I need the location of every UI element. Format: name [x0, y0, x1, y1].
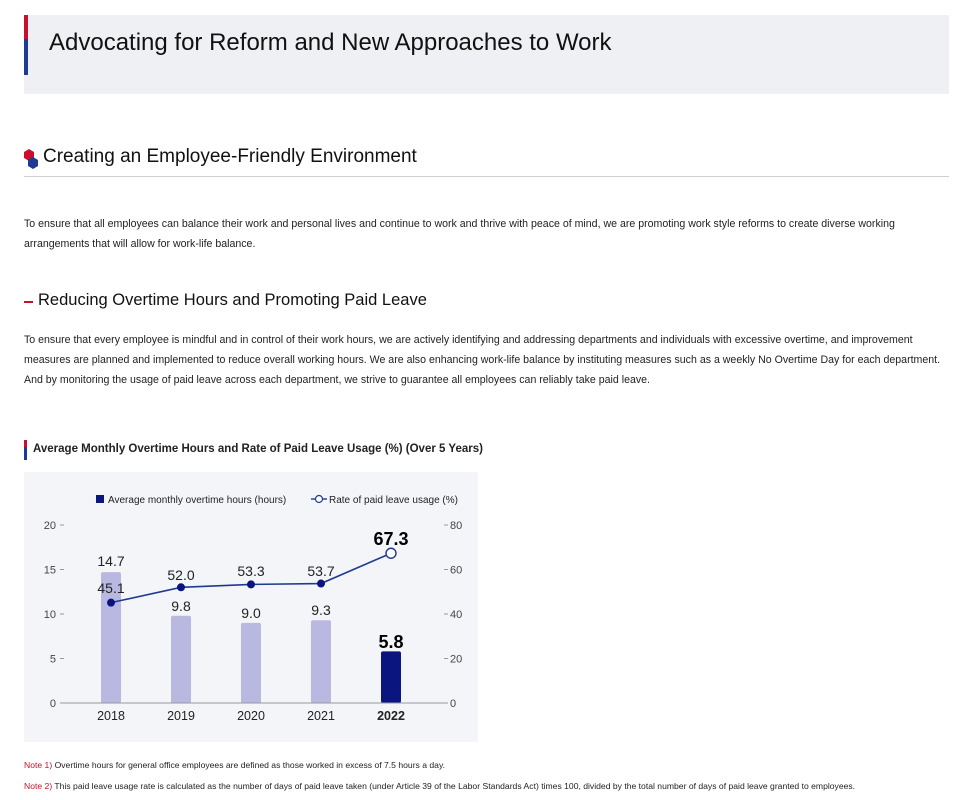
- chart-title: Average Monthly Overtime Hours and Rate …: [33, 443, 483, 455]
- bar-value-label: 9.3: [311, 602, 331, 618]
- page-title: Advocating for Reform and New Approaches…: [49, 29, 612, 56]
- legend-bar-label: Average monthly overtime hours (hours): [108, 495, 286, 506]
- section-title: Creating an Employee-Friendly Environmen…: [43, 146, 417, 167]
- bar: [101, 572, 121, 703]
- note-1-text: Overtime hours for general office employ…: [54, 760, 446, 770]
- combo-chart: Average monthly overtime hours (hours) R…: [44, 494, 462, 723]
- right-tick-label: 60: [450, 565, 462, 577]
- hexagon-icon: [24, 149, 38, 169]
- bar-value-label: 9.8: [171, 598, 191, 614]
- x-tick-label: 2018: [97, 709, 125, 723]
- legend-bar-swatch: [96, 495, 104, 503]
- line-value-label: 67.3: [373, 529, 408, 549]
- subsection-dash-icon: [24, 301, 33, 303]
- bar: [241, 622, 261, 703]
- x-tick-label: 2020: [237, 709, 265, 723]
- x-tick-label: 2021: [307, 709, 335, 723]
- legend-line-label: Rate of paid leave usage (%): [329, 495, 458, 506]
- bar-value-label: 9.0: [241, 605, 261, 621]
- note-1-label: Note 1): [24, 760, 53, 770]
- bar-value-label: 5.8: [378, 632, 403, 652]
- chart-legend: Average monthly overtime hours (hours) R…: [96, 494, 458, 506]
- note-1: Note 1) Overtime hours for general offic…: [24, 760, 445, 770]
- left-tick-label: 20: [44, 520, 56, 532]
- left-tick-label: 0: [50, 698, 56, 710]
- left-tick-label: 5: [50, 654, 56, 666]
- chart-panel: Average monthly overtime hours (hours) R…: [24, 472, 478, 742]
- line-point: [317, 579, 325, 588]
- x-tick-label: 2022: [377, 709, 405, 723]
- right-tick-label: 20: [450, 654, 462, 666]
- note-2-text: This paid leave usage rate is calculated…: [54, 781, 856, 791]
- line-point: [385, 547, 397, 559]
- line-value-label: 53.7: [307, 563, 334, 579]
- x-tick-label: 2019: [167, 709, 195, 723]
- chart-title-accent: [24, 440, 27, 460]
- line-value-label: 53.3: [237, 563, 264, 579]
- right-tick-label: 40: [450, 609, 462, 621]
- right-tick-label: 80: [450, 520, 462, 532]
- line-point: [107, 598, 115, 607]
- subsection-paragraph: To ensure that every employee is mindful…: [24, 334, 941, 386]
- line-point: [177, 583, 185, 592]
- line-value-label: 45.1: [97, 580, 124, 596]
- section-paragraph: To ensure that all employees can balance…: [24, 218, 895, 250]
- note-2-label: Note 2): [24, 781, 53, 791]
- left-tick-label: 10: [44, 609, 56, 621]
- section-heading: Creating an Employee-Friendly Environmen…: [24, 144, 949, 177]
- bar: [171, 615, 191, 703]
- bar-value-label: 14.7: [97, 553, 124, 569]
- bar: [311, 620, 331, 703]
- right-tick-label: 0: [450, 698, 456, 710]
- left-tick-label: 15: [44, 565, 56, 577]
- bar: [381, 651, 401, 703]
- subsection-title: Reducing Overtime Hours and Promoting Pa…: [38, 291, 427, 309]
- note-2: Note 2) This paid leave usage rate is ca…: [24, 781, 855, 791]
- line-value-label: 52.0: [167, 567, 194, 583]
- page-header: Advocating for Reform and New Approaches…: [24, 15, 949, 94]
- header-accent-bar: [24, 15, 28, 75]
- line-point: [247, 580, 255, 589]
- legend-line-marker: [314, 494, 324, 504]
